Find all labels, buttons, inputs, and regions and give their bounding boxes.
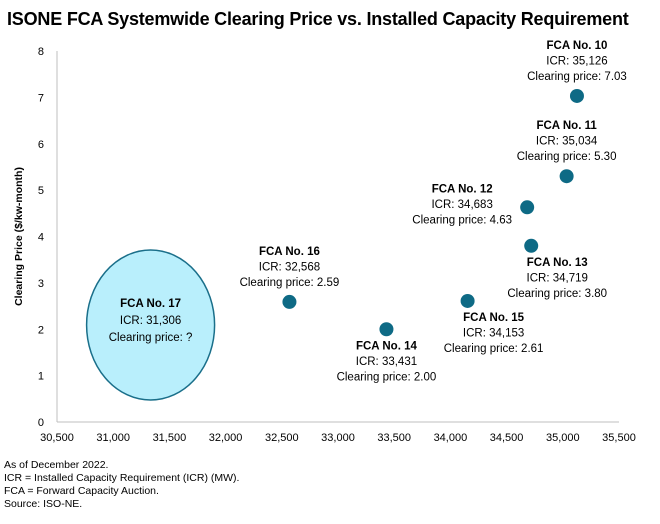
point-label-price: Clearing price: 2.00 [337, 371, 437, 383]
chart-title: ISONE FCA Systemwide Clearing Price vs. … [7, 9, 629, 29]
point-label-icr: ICR: 32,568 [259, 261, 320, 273]
x-tick-label: 34,500 [490, 432, 524, 444]
data-point-group: FCA No. 14 ICR: 33,431 Clearing price: 2.0… [337, 322, 437, 383]
data-point-group: FCA No. 16 ICR: 32,568 Clearing price: 2.5… [240, 246, 340, 309]
y-tick-label: 0 [38, 417, 44, 429]
point-label-name: FCA No. 11 [536, 120, 597, 132]
point-label-icr: ICR: 33,431 [356, 356, 417, 368]
point-label-name: FCA No. 12 [432, 183, 493, 195]
y-tick-labels: 0 1 2 3 4 5 6 7 8 [38, 46, 44, 429]
y-tick-label: 1 [38, 371, 44, 383]
data-point-group: FCA No. 10 ICR: 35,126 Clearing price: 7.0… [527, 40, 627, 103]
highlight-label-name: FCA No. 17 [120, 298, 181, 310]
point-label-name: FCA No. 13 [527, 257, 588, 269]
data-point-group: FCA No. 13 ICR: 34,719 Clearing price: 3.8… [507, 238, 607, 300]
y-tick-label: 3 [38, 278, 44, 290]
point-label-price: Clearing price: 2.59 [240, 277, 340, 289]
x-tick-label: 32,000 [209, 432, 243, 444]
footnotes: As of December 2022. ICR = Installed Cap… [4, 459, 239, 511]
axes: Clearing Price ($/kw-month) [13, 51, 619, 423]
highlight-group: FCA No. 17 ICR: 31,306 Clearing price: ? [85, 249, 216, 401]
point-label-name: FCA No. 16 [259, 246, 320, 258]
y-tick-label: 2 [38, 324, 44, 336]
highlight-label-price: Clearing price: ? [109, 332, 193, 344]
point-label-price: Clearing price: 5.30 [517, 151, 617, 163]
point-label-name: FCA No. 10 [547, 40, 608, 52]
point-label-icr: ICR: 35,034 [536, 136, 598, 148]
point-label-price: Clearing price: 4.63 [412, 214, 512, 226]
x-tick-label: 33,000 [321, 432, 355, 444]
y-axis-label: Clearing Price ($/kw-month) [13, 167, 25, 306]
data-point[interactable] [379, 322, 394, 337]
y-tick-label: 8 [38, 46, 44, 58]
x-tick-labels: 30,500 31,000 31,500 32,000 32,500 33,000 33,5… [40, 432, 636, 444]
x-tick-label: 33,500 [377, 432, 411, 444]
x-tick-label: 30,500 [40, 432, 74, 444]
point-label-price: Clearing price: 2.61 [444, 343, 544, 355]
x-tick-label: 31,500 [153, 432, 187, 444]
y-tick-label: 6 [38, 139, 44, 151]
footnote-date: As of December 2022. [4, 459, 109, 471]
data-point[interactable] [559, 169, 574, 184]
data-point[interactable] [520, 200, 535, 215]
point-label-name: FCA No. 15 [463, 312, 525, 324]
x-tick-label: 32,500 [265, 432, 299, 444]
highlight-label-icr: ICR: 31,306 [120, 315, 181, 327]
footnote-source: Source: ISO-NE. [4, 498, 83, 510]
point-label-icr: ICR: 34,683 [431, 199, 492, 211]
data-point[interactable] [282, 294, 297, 309]
point-label-price: Clearing price: 7.03 [527, 71, 627, 83]
x-tick-label: 35,000 [546, 432, 580, 444]
highlight-ellipse [85, 249, 216, 401]
y-tick-label: 5 [38, 185, 44, 197]
x-tick-label: 31,000 [96, 432, 130, 444]
x-tick-label: 35,500 [602, 432, 636, 444]
data-point[interactable] [524, 238, 539, 253]
point-label-icr: ICR: 35,126 [546, 55, 607, 67]
x-tick-label: 34,000 [434, 432, 468, 444]
y-tick-label: 4 [38, 232, 44, 244]
footnote-fca: FCA = Forward Capacity Auction. [4, 485, 159, 497]
y-tick-label: 7 [38, 92, 44, 104]
data-point[interactable] [460, 293, 475, 308]
point-label-price: Clearing price: 3.80 [507, 288, 607, 300]
point-label-icr: ICR: 34,153 [463, 327, 524, 339]
data-points: FCA No. 10 ICR: 35,126 Clearing price: 7.0… [240, 40, 627, 383]
data-point-group: FCA No. 15 ICR: 34,153 Clearing price: 2.6… [444, 293, 544, 355]
data-point[interactable] [569, 88, 584, 103]
point-label-name: FCA No. 14 [356, 340, 418, 352]
data-point-group: FCA No. 11 ICR: 35,034 Clearing price: 5.3… [517, 120, 617, 184]
data-point-group: FCA No. 12 ICR: 34,683 Clearing price: 4.6… [412, 183, 535, 226]
footnote-icr: ICR = Installed Capacity Requirement (IC… [4, 472, 240, 484]
point-label-icr: ICR: 34,719 [527, 272, 588, 284]
